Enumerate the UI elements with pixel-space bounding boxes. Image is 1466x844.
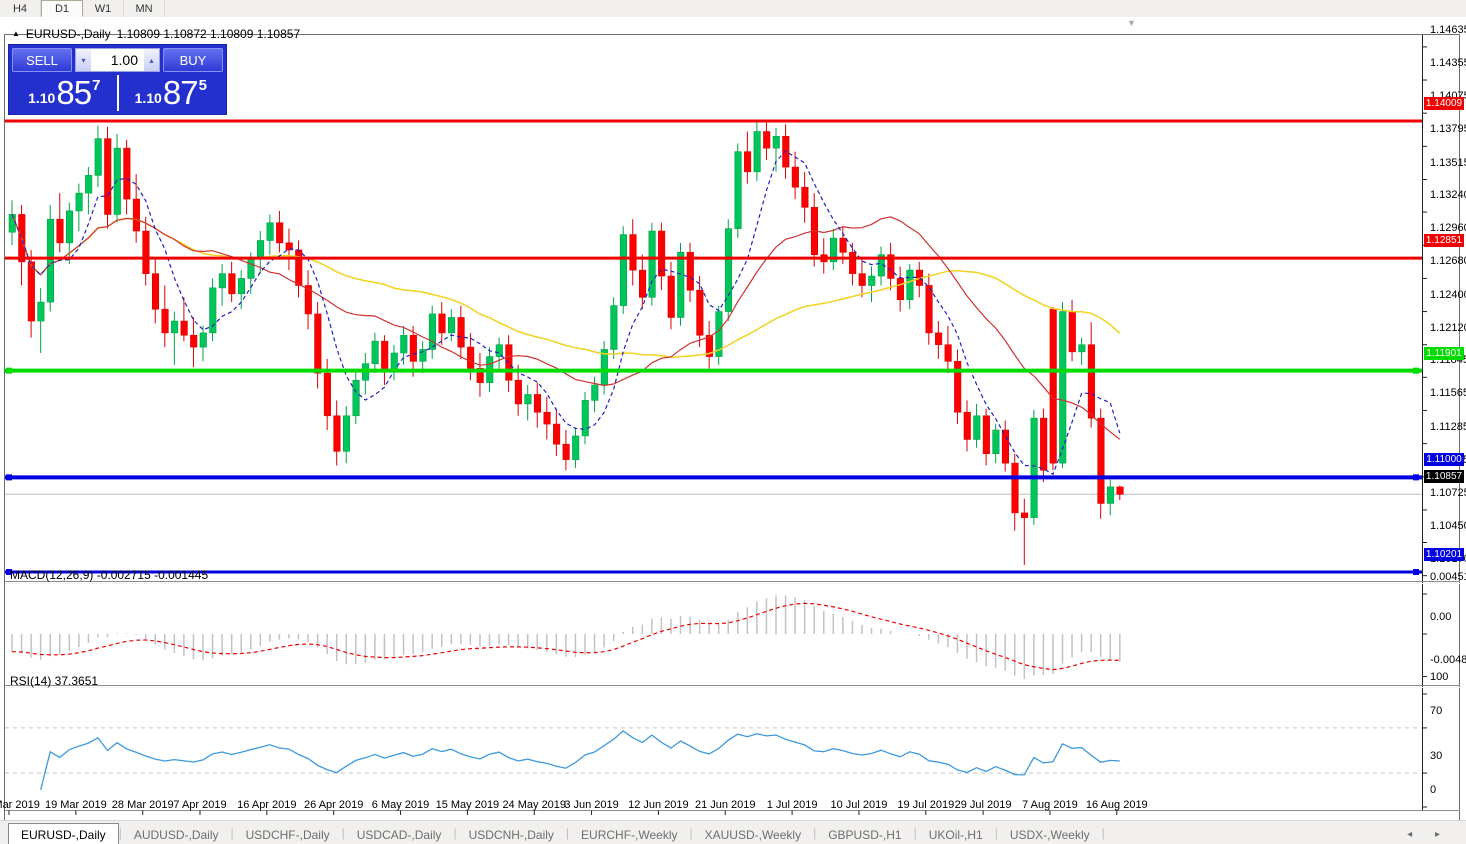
- tab-separator: |: [453, 825, 457, 840]
- period-tab-w1[interactable]: W1: [83, 0, 124, 17]
- sell-button[interactable]: SELL: [12, 48, 72, 72]
- chart-tab-ukoil[interactable]: UKOil-,H1: [928, 828, 983, 842]
- tab-separator: |: [689, 825, 693, 840]
- one-click-trading-panel: SELL ▾ 1.00 ▴ BUY 1.10 85 7 1.10 87 5: [8, 44, 227, 115]
- volume-stepper: ▾ 1.00 ▴: [75, 48, 160, 72]
- chart-tab-eurchf[interactable]: EURCHF-,Weekly: [581, 828, 678, 842]
- sell-price-sup: 7: [92, 77, 101, 94]
- chart-tab-eurusd[interactable]: EURUSD-,Daily: [8, 823, 119, 844]
- tab-separator: |: [230, 825, 234, 840]
- buy-price-sup: 5: [198, 77, 207, 94]
- sell-price-display[interactable]: 1.10 85 7: [12, 74, 117, 111]
- ma-6-line: [11, 150, 1121, 476]
- chart-tab-usdx[interactable]: USDX-,Weekly: [1009, 828, 1090, 842]
- period-toolbar: H4 D1 W1 MN: [0, 0, 1466, 18]
- chart-window[interactable]: [0, 17, 1466, 835]
- chart-tab-xauusd[interactable]: XAUUSD-,Weekly: [704, 828, 802, 842]
- chart-tab-usdcad[interactable]: USDCAD-,Daily: [356, 828, 442, 842]
- tab-separator: |: [813, 825, 817, 840]
- chart-tab-audusd[interactable]: AUDUSD-,Daily: [133, 828, 219, 842]
- chart-tab-usdchf[interactable]: USDCHF-,Daily: [245, 828, 330, 842]
- chart-tab-gbpusd[interactable]: GBPUSD-,H1: [828, 828, 902, 842]
- tab-separator: |: [994, 825, 998, 840]
- period-tab-d1[interactable]: D1: [41, 0, 83, 17]
- ma-18-line: [11, 214, 1121, 440]
- volume-increase-button[interactable]: ▴: [144, 49, 159, 71]
- tab-separator: |: [341, 825, 345, 840]
- buy-price-display[interactable]: 1.10 87 5: [118, 74, 223, 111]
- chevron-up-icon: ▴: [149, 55, 154, 65]
- buy-price-small: 1.10: [134, 90, 162, 106]
- volume-decrease-button[interactable]: ▾: [76, 49, 91, 71]
- chevron-down-icon: ▾: [81, 55, 86, 65]
- buy-price-big: 87: [162, 74, 199, 111]
- period-tab-h4[interactable]: H4: [0, 0, 41, 17]
- chart-tab-bar: EURUSD-,Daily | AUDUSD-,Daily | USDCHF-,Dail…: [0, 820, 1466, 844]
- volume-input[interactable]: 1.00: [91, 49, 144, 71]
- chart-tab-usdcnh[interactable]: USDCNH-,Daily: [468, 828, 554, 842]
- macd-signal-line: [11, 602, 1120, 671]
- sell-price-big: 85: [56, 74, 92, 111]
- buy-button[interactable]: BUY: [163, 48, 223, 72]
- rsi-line: [40, 730, 1120, 791]
- chart-canvas[interactable]: [0, 17, 1466, 844]
- period-tab-mn[interactable]: MN: [124, 0, 165, 17]
- tab-separator: |: [1101, 825, 1105, 840]
- sell-price-small: 1.10: [28, 90, 56, 106]
- tab-scroll-arrows[interactable]: ◂ ▸: [1407, 829, 1450, 840]
- tab-separator: |: [913, 825, 917, 840]
- tab-separator: |: [118, 825, 122, 840]
- tab-separator: |: [565, 825, 570, 840]
